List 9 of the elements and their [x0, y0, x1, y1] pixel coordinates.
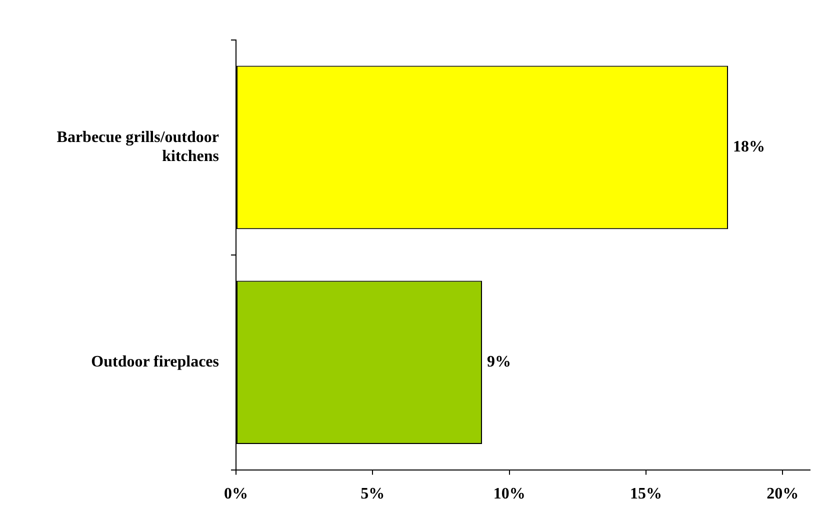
data-label: 9% [487, 353, 511, 370]
y-tick-label: Barbecue grills/outdoor kitchens [56, 128, 219, 166]
x-tick-label: 20% [766, 486, 799, 503]
x-tick-label: 15% [630, 486, 662, 503]
y-tick-label: Outdoor fireplaces [91, 353, 219, 370]
x-tick-label: 0% [224, 486, 248, 503]
x-tick-label: 5% [360, 486, 385, 503]
data-label: 18% [733, 138, 765, 156]
x-tick-label: 10% [493, 486, 526, 503]
